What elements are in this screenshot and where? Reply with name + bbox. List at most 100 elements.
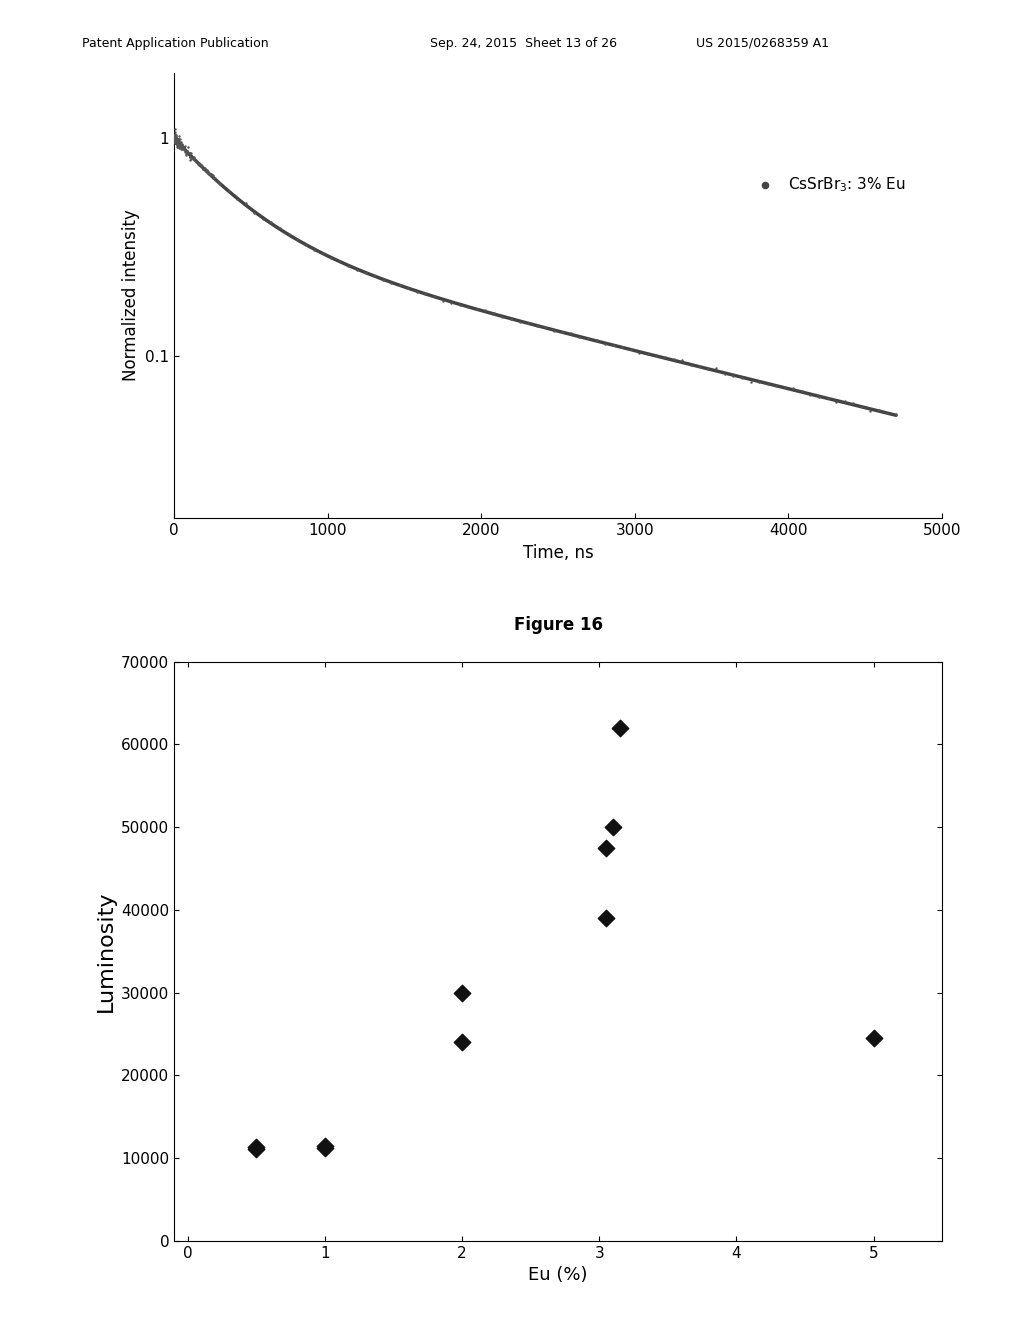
Point <box>888 404 904 425</box>
Point <box>177 135 194 156</box>
Point <box>563 322 580 343</box>
Point <box>176 136 193 157</box>
Point <box>263 211 280 232</box>
Point <box>169 131 185 152</box>
Point <box>170 128 186 149</box>
Point <box>168 129 184 150</box>
Text: Figure 16: Figure 16 <box>514 616 602 634</box>
Point <box>674 350 690 371</box>
Point <box>167 124 183 145</box>
Point <box>172 135 188 156</box>
Point <box>167 128 183 149</box>
Point <box>454 1032 470 1053</box>
Point <box>383 273 399 294</box>
Point <box>340 255 356 276</box>
Point <box>175 139 191 160</box>
Point <box>170 132 186 153</box>
Point <box>168 129 184 150</box>
Point <box>168 129 184 150</box>
Point <box>167 128 183 149</box>
Point <box>172 132 188 153</box>
Point <box>168 128 184 149</box>
Point <box>172 136 188 157</box>
Point <box>167 133 183 154</box>
Point <box>167 132 183 153</box>
Point <box>169 131 185 152</box>
Y-axis label: Luminosity: Luminosity <box>95 891 116 1012</box>
Point <box>845 393 861 414</box>
Point <box>190 153 207 174</box>
Point <box>167 128 183 149</box>
Point <box>324 248 340 269</box>
Point <box>819 387 836 408</box>
Point <box>169 133 185 154</box>
Point <box>255 209 271 230</box>
Point <box>167 128 183 149</box>
Point <box>640 343 656 364</box>
Point <box>477 300 494 321</box>
Point <box>460 297 476 318</box>
Point <box>271 218 288 239</box>
Point <box>169 135 185 156</box>
Point <box>182 147 199 168</box>
Point <box>316 1138 333 1159</box>
Point <box>175 137 191 158</box>
Point <box>220 180 237 201</box>
Point <box>176 137 193 158</box>
Point <box>169 129 185 150</box>
Point <box>426 285 442 306</box>
Point <box>210 172 226 193</box>
Point <box>178 145 195 166</box>
Point <box>195 158 211 180</box>
Point <box>174 137 190 158</box>
Point <box>169 135 185 156</box>
Point <box>185 147 202 168</box>
Point <box>170 132 186 153</box>
Point <box>191 154 208 176</box>
Point <box>167 125 183 147</box>
Point <box>166 127 182 148</box>
Point <box>179 141 196 162</box>
Point <box>196 158 212 180</box>
Point <box>167 128 183 149</box>
Point <box>167 125 183 147</box>
Point <box>699 358 716 379</box>
Point <box>172 137 188 158</box>
Point <box>229 189 246 210</box>
Point <box>181 147 198 168</box>
Point <box>203 164 219 185</box>
Point <box>768 375 784 396</box>
Point <box>181 143 198 164</box>
Point <box>168 132 184 153</box>
Point <box>751 371 767 392</box>
Point <box>298 234 314 255</box>
Point <box>169 131 185 152</box>
Point <box>168 132 184 153</box>
Point <box>828 392 845 413</box>
Point <box>166 127 182 148</box>
Point <box>611 717 628 738</box>
Point <box>201 164 217 185</box>
Point <box>605 334 622 355</box>
Point <box>314 243 331 264</box>
Point <box>173 135 189 156</box>
Point <box>580 327 596 348</box>
Point <box>183 148 200 169</box>
Point <box>168 129 184 150</box>
Point <box>306 240 323 261</box>
Point <box>177 144 194 165</box>
Point <box>167 119 183 140</box>
Point <box>182 147 199 168</box>
Point <box>186 147 203 168</box>
Point <box>182 149 199 170</box>
Point <box>357 263 374 284</box>
Point <box>170 131 186 152</box>
Point <box>166 127 182 148</box>
Point <box>454 982 470 1003</box>
Point <box>597 333 613 354</box>
Point <box>168 128 184 149</box>
Point <box>177 140 194 161</box>
Point <box>168 129 184 150</box>
Point <box>166 128 182 149</box>
Point <box>248 1137 264 1158</box>
